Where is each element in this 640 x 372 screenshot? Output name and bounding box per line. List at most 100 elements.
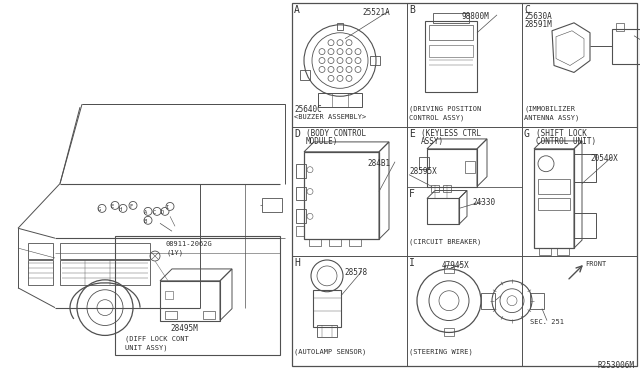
Bar xyxy=(313,290,341,327)
Text: (IMMOBILIZER: (IMMOBILIZER xyxy=(524,105,575,112)
Text: 98800M: 98800M xyxy=(462,12,490,21)
Text: CONTROL ASSY): CONTROL ASSY) xyxy=(409,114,464,121)
Text: (DRIVING POSITION: (DRIVING POSITION xyxy=(409,105,481,112)
Bar xyxy=(616,23,624,31)
Bar xyxy=(317,326,337,337)
Circle shape xyxy=(144,208,152,215)
Text: UNIT ASSY): UNIT ASSY) xyxy=(125,344,168,351)
Bar xyxy=(429,25,473,40)
Text: FRONT: FRONT xyxy=(585,261,606,267)
Text: C: C xyxy=(524,5,530,15)
Text: R253006M: R253006M xyxy=(597,361,634,370)
Text: E: E xyxy=(409,129,415,139)
Text: H: H xyxy=(119,207,122,212)
Bar xyxy=(443,185,451,192)
Text: 28591M: 28591M xyxy=(524,20,552,29)
Bar xyxy=(534,149,574,248)
Circle shape xyxy=(153,208,161,215)
Bar xyxy=(337,23,343,30)
Bar xyxy=(296,209,306,223)
Bar xyxy=(115,236,280,355)
Bar xyxy=(292,3,637,366)
Bar xyxy=(465,161,475,173)
Text: 24330: 24330 xyxy=(472,199,495,208)
Text: 284B1: 284B1 xyxy=(367,159,390,168)
Text: G: G xyxy=(524,129,530,139)
Circle shape xyxy=(119,205,127,212)
Bar xyxy=(60,260,150,285)
Text: F: F xyxy=(409,189,415,199)
Text: (DIFF LOCK CONT: (DIFF LOCK CONT xyxy=(125,336,189,342)
Bar xyxy=(165,311,177,318)
Bar xyxy=(538,199,570,211)
Text: 08911-2062G: 08911-2062G xyxy=(165,241,212,247)
Bar xyxy=(304,152,379,239)
Bar xyxy=(262,199,282,212)
Text: 20540X: 20540X xyxy=(590,154,618,163)
Text: 25521A: 25521A xyxy=(362,8,390,17)
Text: B: B xyxy=(409,5,415,15)
Text: 47945X: 47945X xyxy=(442,261,470,270)
Bar xyxy=(574,214,596,238)
Text: (CIRCUIT BREAKER): (CIRCUIT BREAKER) xyxy=(409,238,481,245)
Bar xyxy=(296,164,306,178)
Bar xyxy=(300,70,310,80)
Bar xyxy=(431,185,439,192)
Bar xyxy=(309,239,321,246)
Text: D: D xyxy=(294,129,300,139)
Text: ASSY): ASSY) xyxy=(421,137,444,146)
Bar xyxy=(329,239,341,246)
Bar xyxy=(444,328,454,336)
Text: 28495M: 28495M xyxy=(170,324,198,333)
Bar xyxy=(318,93,362,107)
Circle shape xyxy=(98,205,106,212)
Text: <BUZZER ASSEMBLY>: <BUZZER ASSEMBLY> xyxy=(294,114,366,120)
Text: ANTENNA ASSY): ANTENNA ASSY) xyxy=(524,114,579,121)
Text: D: D xyxy=(161,210,164,215)
Bar xyxy=(425,21,477,92)
Bar xyxy=(165,291,173,299)
Text: F: F xyxy=(129,204,132,209)
Bar xyxy=(160,281,220,321)
Bar xyxy=(612,29,640,64)
Bar xyxy=(574,154,596,182)
Bar xyxy=(28,243,53,259)
Text: (KEYLESS CTRL: (KEYLESS CTRL xyxy=(421,129,481,138)
Bar xyxy=(28,260,53,285)
Bar xyxy=(370,55,380,65)
Circle shape xyxy=(111,202,119,209)
Text: 28595X: 28595X xyxy=(409,167,436,176)
Text: SEC. 251: SEC. 251 xyxy=(530,318,564,324)
Circle shape xyxy=(161,208,169,215)
Circle shape xyxy=(166,202,174,211)
Text: I: I xyxy=(409,258,415,268)
Bar xyxy=(419,157,429,169)
Text: B: B xyxy=(144,219,147,224)
Text: E: E xyxy=(111,204,114,209)
Text: (BODY CONTROL: (BODY CONTROL xyxy=(306,129,366,138)
Bar xyxy=(481,293,495,309)
Circle shape xyxy=(129,202,137,209)
Text: 25630A: 25630A xyxy=(524,12,552,21)
Bar xyxy=(60,243,150,259)
Text: CONTROL UNIT): CONTROL UNIT) xyxy=(536,137,596,146)
Text: MODULE): MODULE) xyxy=(306,137,339,146)
Text: (SHIFT LOCK: (SHIFT LOCK xyxy=(536,129,587,138)
Text: (AUTOLAMP SENSOR): (AUTOLAMP SENSOR) xyxy=(294,348,366,355)
Bar xyxy=(296,226,304,236)
Bar xyxy=(296,187,306,201)
Text: (STEERING WIRE): (STEERING WIRE) xyxy=(409,348,473,355)
Circle shape xyxy=(144,217,152,224)
Bar xyxy=(433,13,469,23)
Bar xyxy=(539,248,551,255)
Bar xyxy=(427,199,459,224)
Text: I: I xyxy=(166,205,169,211)
Text: 25640C: 25640C xyxy=(294,105,322,114)
Bar xyxy=(427,149,477,187)
Text: A: A xyxy=(294,5,300,15)
Text: H: H xyxy=(294,258,300,268)
Text: 28578: 28578 xyxy=(344,268,367,277)
Bar xyxy=(429,45,473,57)
Bar xyxy=(538,179,570,193)
Bar xyxy=(530,293,544,309)
